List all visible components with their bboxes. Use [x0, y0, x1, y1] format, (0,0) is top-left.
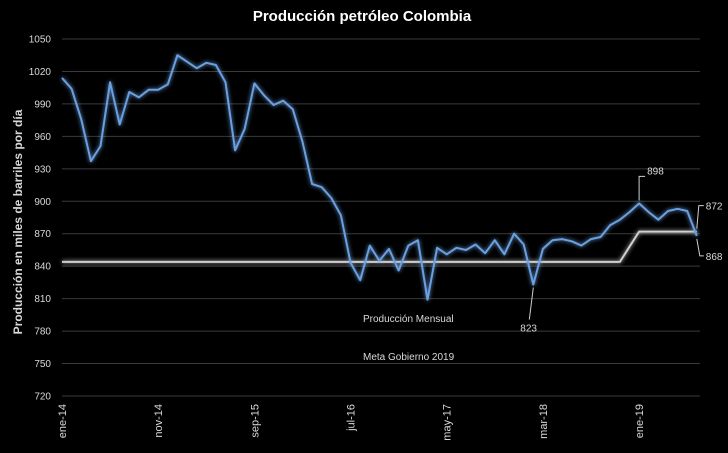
series-lines — [61, 54, 698, 301]
annotation-label: 872 — [706, 202, 723, 213]
x-tick-label: nov-14 — [153, 404, 165, 438]
annotation-leader — [696, 205, 704, 229]
legend-label-meta: Meta Gobierno 2019 — [363, 352, 455, 363]
y-tick-label: 1020 — [29, 67, 52, 78]
x-tick-label: ene-19 — [634, 404, 646, 438]
x-tick-label: mar-18 — [538, 404, 550, 439]
y-tick-label: 900 — [34, 197, 51, 208]
grid-lines — [62, 38, 700, 397]
y-tick-label: 720 — [34, 392, 51, 403]
series-line-produccion — [61, 54, 698, 301]
x-tick-label: ene-14 — [57, 404, 69, 438]
y-tick-label: 930 — [34, 164, 51, 175]
y-tick-labels: 1050 1020 990 960 930 900 870 840 810 780 750 720 — [29, 35, 52, 403]
y-tick-label: 780 — [34, 327, 51, 338]
x-tick-label: jul-16 — [346, 404, 358, 432]
annotation-label: 823 — [520, 324, 537, 335]
y-tick-label: 750 — [34, 359, 51, 370]
y-tick-label: 1050 — [29, 35, 52, 46]
annotations: 823 898 872 868 — [520, 166, 723, 334]
chart-title: Producción petróleo Colombia — [253, 8, 472, 25]
x-tick-labels: ene-14 nov-14 sep-15 jul-16 may-17 mar-18 ene-… — [57, 404, 646, 441]
y-tick-label: 870 — [34, 229, 51, 240]
annotation-leader — [696, 238, 704, 257]
y-tick-label: 990 — [34, 99, 51, 110]
annotation-leader — [638, 175, 646, 201]
x-tick-label: sep-15 — [249, 404, 261, 438]
annotation-label: 868 — [706, 252, 723, 263]
annotation-leader — [528, 287, 534, 320]
y-tick-label: 810 — [34, 294, 51, 305]
legend: Producción Mensual Meta Gobierno 2019 — [337, 314, 455, 363]
legend-label-produccion: Producción Mensual — [363, 314, 454, 325]
annotation-label: 898 — [647, 166, 664, 177]
y-tick-label: 960 — [34, 132, 51, 143]
y-tick-label: 840 — [34, 262, 51, 273]
x-tick-label: may-17 — [442, 404, 454, 441]
series-line-meta — [62, 230, 697, 263]
y-axis-label: Producción en miles de barriles por día — [11, 109, 25, 334]
